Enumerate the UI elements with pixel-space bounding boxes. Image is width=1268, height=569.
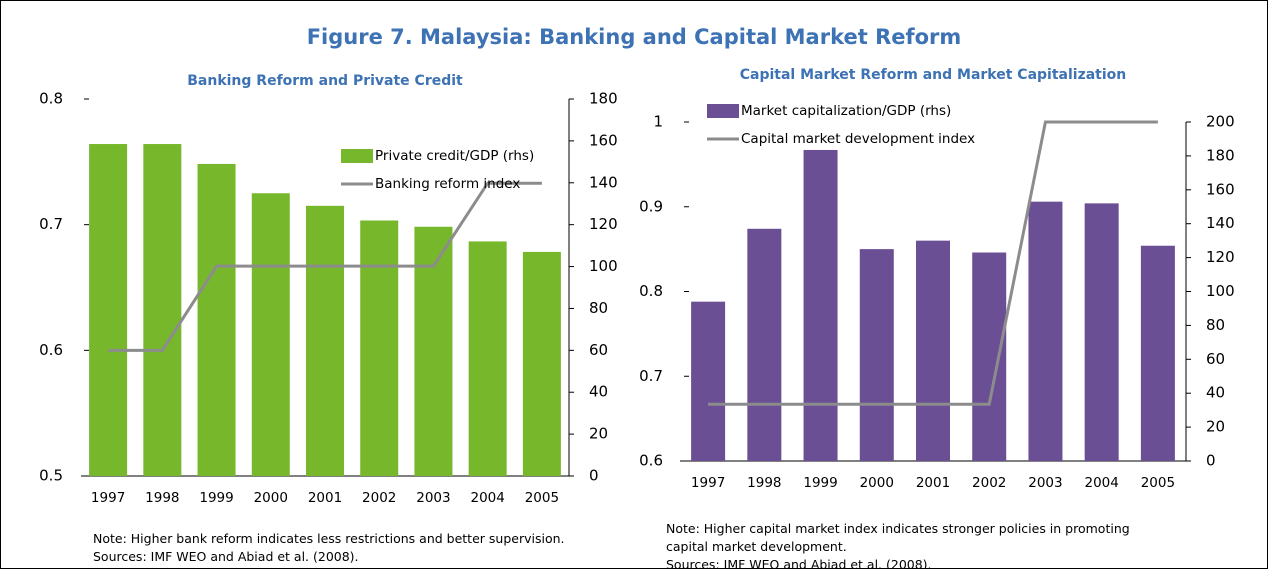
chart-title: Capital Market Reform and Market Capital… xyxy=(740,67,1127,83)
bar xyxy=(143,144,182,476)
y-tick-label: 1 xyxy=(653,113,663,131)
note: Note: Higher bank reform indicates less … xyxy=(93,531,565,546)
legend-label: Capital market development index xyxy=(741,131,975,147)
x-tick-label: 1999 xyxy=(803,475,837,491)
bar xyxy=(360,220,399,476)
y-tick-label: 0.6 xyxy=(39,341,63,359)
y-tick-label: 0.9 xyxy=(639,197,663,215)
legend-swatch xyxy=(707,104,739,118)
y2-tick-label: 200 xyxy=(1206,113,1235,131)
x-tick-label: 2001 xyxy=(916,475,950,491)
bar xyxy=(468,241,507,476)
y2-tick-label: 80 xyxy=(1206,316,1225,334)
line xyxy=(108,181,542,352)
y-tick-label: 0.7 xyxy=(639,367,663,385)
source: Sources: IMF WEO and Abiad et al. (2008)… xyxy=(93,549,359,564)
bar xyxy=(1084,203,1119,462)
bar xyxy=(251,193,290,476)
bar xyxy=(89,144,128,476)
x-tick-label: 2002 xyxy=(972,475,1006,491)
x-tick-label: 2001 xyxy=(308,490,342,506)
bar xyxy=(972,252,1007,461)
y2-tick-label: 160 xyxy=(589,131,618,149)
y2-tick-label: 120 xyxy=(589,215,618,233)
line xyxy=(708,120,1158,406)
y-tick-label: 0.8 xyxy=(39,90,63,108)
y2-tick-label: 160 xyxy=(1206,180,1235,198)
y2-tick-label: 100 xyxy=(589,257,618,275)
legend-swatch xyxy=(341,149,373,163)
bar xyxy=(306,205,344,477)
x-tick-label: 2003 xyxy=(416,490,450,506)
x-tick-label: 2005 xyxy=(525,490,559,506)
bar xyxy=(197,163,236,476)
bar xyxy=(916,240,950,461)
x-tick-label: 1997 xyxy=(91,490,125,506)
bar xyxy=(1140,245,1175,461)
x-tick-label: 2000 xyxy=(860,475,894,491)
y-tick-label: 0.7 xyxy=(39,215,63,233)
x-tick-label: 2000 xyxy=(254,490,288,506)
x-tick-label: 2002 xyxy=(362,490,396,506)
y2-tick-label: 140 xyxy=(1206,214,1235,232)
y-tick-label: 0.5 xyxy=(39,467,63,485)
bar xyxy=(1028,201,1063,462)
y2-tick-label: 80 xyxy=(589,299,608,317)
legend-label: Banking reform index xyxy=(375,176,520,192)
x-tick-label: 2004 xyxy=(1084,475,1118,491)
bar xyxy=(747,228,782,461)
x-tick-label: 1999 xyxy=(199,490,233,506)
y2-tick-label: 60 xyxy=(1206,350,1225,368)
bar xyxy=(522,251,561,476)
y2-tick-label: 0 xyxy=(589,467,599,485)
bar xyxy=(691,301,726,461)
chart-title: Banking Reform and Private Credit xyxy=(187,73,463,89)
note: Note: Higher capital market index indica… xyxy=(666,521,1130,554)
y2-tick-label: 180 xyxy=(1206,146,1235,164)
y2-tick-label: 40 xyxy=(1206,384,1225,402)
x-tick-label: 1998 xyxy=(145,490,179,506)
y2-tick-label: 40 xyxy=(589,383,608,401)
y2-tick-label: 60 xyxy=(589,341,608,359)
figure-title: Figure 7. Malaysia: Banking and Capital … xyxy=(307,25,962,49)
y2-tick-label: 0 xyxy=(1206,452,1216,470)
bar xyxy=(803,149,838,461)
y2-tick-label: 100 xyxy=(1206,282,1235,300)
legend-label: Private credit/GDP (rhs) xyxy=(375,148,534,164)
bar xyxy=(859,249,894,461)
x-tick-label: 2005 xyxy=(1141,475,1175,491)
y2-tick-label: 180 xyxy=(589,90,618,108)
y2-tick-label: 140 xyxy=(589,173,618,191)
y-tick-label: 0.6 xyxy=(639,452,663,470)
x-tick-label: 1998 xyxy=(747,475,781,491)
x-tick-label: 2004 xyxy=(470,490,504,506)
source: Sources: IMF WEO and Abiad et al. (2008)… xyxy=(666,557,932,569)
y-tick-label: 0.8 xyxy=(639,282,663,300)
legend-label: Market capitalization/GDP (rhs) xyxy=(741,103,951,119)
bar xyxy=(414,226,453,476)
x-tick-label: 2003 xyxy=(1028,475,1062,491)
y2-tick-label: 20 xyxy=(589,425,608,443)
y2-tick-label: 20 xyxy=(1206,418,1225,436)
x-tick-label: 1997 xyxy=(691,475,725,491)
y2-tick-label: 120 xyxy=(1206,248,1235,266)
